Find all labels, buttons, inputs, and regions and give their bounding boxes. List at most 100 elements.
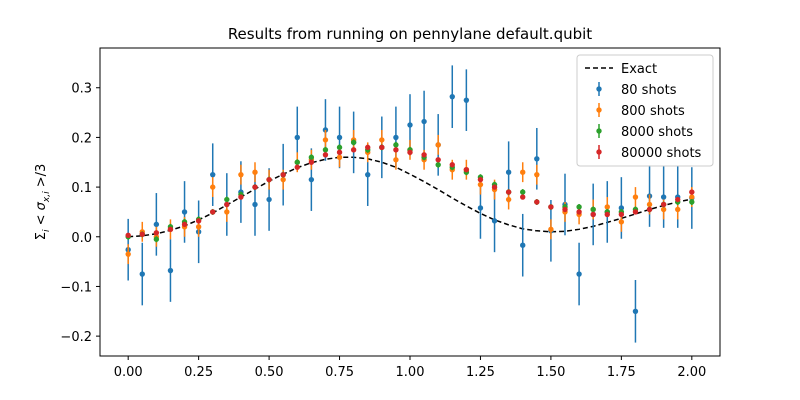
data-point [294, 164, 300, 170]
data-point [365, 144, 371, 151]
data-point [689, 189, 695, 195]
data-point [294, 159, 300, 165]
data-point [534, 199, 540, 205]
legend-label: 8000 shots [621, 125, 693, 140]
x-tick-label: 1.50 [536, 365, 565, 380]
data-point [604, 204, 610, 210]
data-point [576, 209, 582, 215]
data-point [520, 242, 526, 248]
data-point [505, 189, 512, 195]
data-point [548, 226, 554, 233]
data-point [449, 93, 455, 100]
data-point [181, 209, 188, 215]
legend: Exact 80 shots 800 shots 8000 shots 80000 sh… [576, 54, 714, 167]
data-point [576, 204, 582, 210]
y-axis-label-sigma: Σ [34, 232, 49, 240]
data-point [224, 209, 230, 215]
legend-label: 80000 shots [621, 146, 702, 161]
data-point [167, 267, 174, 274]
data-point [252, 169, 258, 175]
legend-swatch-point [596, 149, 602, 155]
data-point [590, 211, 596, 218]
data-point [210, 209, 216, 215]
data-point [393, 142, 399, 148]
data-point [350, 147, 357, 153]
legend-box [576, 54, 714, 167]
data-point [660, 206, 667, 213]
data-point [294, 134, 300, 141]
data-point [195, 224, 202, 230]
data-point [646, 201, 653, 208]
data-point [125, 232, 131, 238]
data-point [125, 251, 131, 257]
data-point [660, 201, 667, 208]
data-point [407, 122, 413, 128]
data-point [266, 196, 272, 203]
data-point [167, 226, 174, 233]
data-point [393, 134, 399, 141]
data-point [322, 152, 329, 158]
data-point [604, 211, 610, 218]
data-point [590, 206, 596, 213]
data-point [379, 144, 385, 151]
data-point [308, 154, 315, 160]
data-point [632, 209, 639, 215]
data-point [491, 184, 498, 190]
data-point [336, 144, 343, 151]
plot-area [125, 65, 695, 343]
data-point [548, 204, 554, 210]
data-point [153, 230, 160, 236]
data-point [308, 159, 315, 165]
data-point [252, 201, 258, 208]
series-3 [125, 144, 695, 238]
data-point [520, 169, 526, 175]
data-point [463, 97, 470, 103]
legend-label: 80 shots [621, 83, 677, 98]
data-point [675, 206, 681, 213]
data-point [153, 221, 160, 228]
data-point [266, 176, 272, 183]
y-axis-label: Σi < σx,i >/3 [34, 164, 52, 241]
data-point [435, 142, 441, 148]
y-tick-label: 0.3 [71, 82, 92, 97]
data-point [350, 139, 357, 146]
data-point [477, 205, 484, 211]
data-point [421, 152, 427, 158]
data-point [632, 194, 639, 200]
data-point [153, 236, 160, 242]
data-point [520, 189, 526, 195]
legend-swatch-point [596, 86, 602, 92]
x-tick-label: 0.75 [325, 365, 354, 380]
x-tick-label: 1.00 [396, 365, 425, 380]
data-point [210, 171, 216, 178]
data-point [393, 147, 399, 153]
data-point [322, 147, 329, 153]
data-point [210, 184, 216, 190]
legend-swatch-point [596, 107, 602, 113]
data-point [618, 219, 625, 225]
data-point [336, 134, 343, 141]
legend-label-exact: Exact [621, 62, 657, 77]
data-point [280, 176, 286, 183]
data-point [477, 181, 484, 188]
y-tick-label: 0.1 [71, 181, 92, 196]
data-point [407, 149, 413, 156]
y-axis: −0.2 −0.1 0.0 0.1 0.2 0.3 [60, 82, 100, 345]
data-point [280, 171, 286, 178]
data-point [632, 308, 639, 314]
data-point [336, 149, 343, 156]
data-point [449, 162, 455, 168]
data-point [618, 211, 625, 218]
data-point [660, 194, 667, 200]
data-point [477, 176, 484, 183]
data-point [139, 231, 145, 237]
data-point [336, 154, 343, 160]
x-axis: 0.00 0.25 0.50 0.75 1.00 1.25 1.50 1.75 2.00 [114, 356, 706, 380]
data-point [505, 169, 512, 175]
exact-curve [128, 156, 692, 238]
x-tick-label: 0.00 [114, 365, 143, 380]
data-point [435, 162, 441, 168]
data-point [181, 221, 188, 228]
y-tick-label: −0.2 [60, 330, 92, 345]
data-point [675, 196, 681, 203]
